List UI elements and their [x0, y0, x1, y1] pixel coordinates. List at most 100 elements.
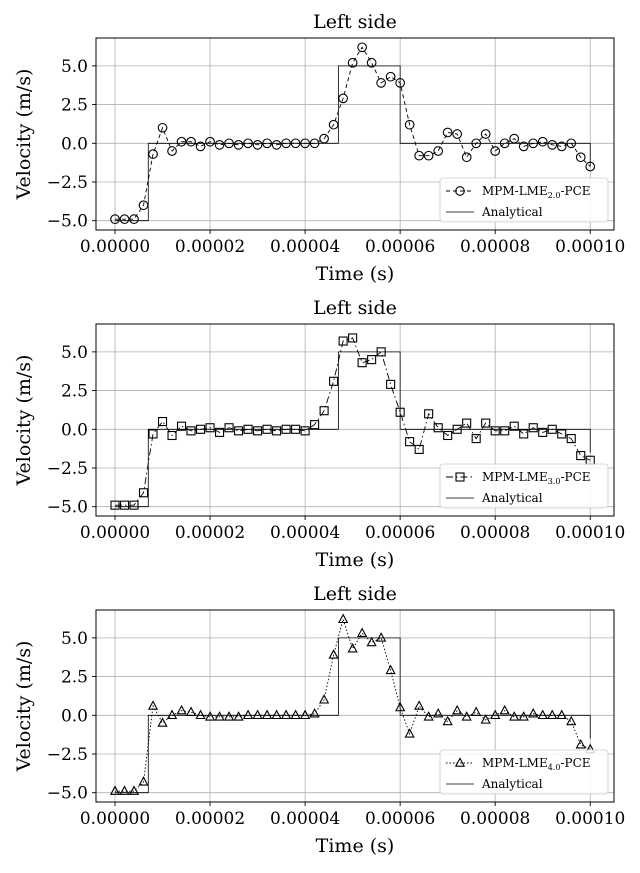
data-point — [338, 336, 348, 346]
data-point — [138, 200, 149, 211]
chart-title: Left side — [313, 583, 397, 605]
analytical-line — [115, 65, 591, 222]
data-point — [157, 717, 168, 727]
data-point — [462, 418, 472, 428]
data-point — [338, 93, 348, 104]
data-point — [490, 146, 501, 156]
y-tick-label: −2.5 — [47, 459, 88, 479]
y-tick-label: 5.0 — [61, 57, 88, 77]
x-axis-label: Time (s) — [316, 549, 395, 571]
y-tick-label: −2.5 — [47, 745, 88, 765]
y-tick-label: −2.5 — [47, 173, 88, 193]
analytical-line — [115, 351, 591, 508]
data-point — [348, 333, 358, 343]
data-point — [547, 139, 558, 150]
x-tick-label: 0.00010 — [555, 523, 625, 543]
data-point — [433, 707, 444, 718]
y-tick-label: 2.5 — [61, 382, 88, 402]
data-point — [138, 776, 149, 786]
data-point — [376, 78, 386, 88]
data-point — [252, 709, 263, 720]
data-point — [195, 141, 206, 152]
data-point — [500, 426, 510, 436]
data-point — [490, 709, 501, 720]
x-tick-label: 0.00000 — [80, 523, 150, 543]
chart-panel-1: 0.00000 0.00002 0.00004 0.00006 0.00008 0.000… — [13, 11, 625, 285]
data-point — [176, 136, 187, 147]
data-point — [556, 141, 567, 152]
data-point — [480, 129, 491, 139]
legend-label: Analytical — [481, 777, 543, 791]
y-tick-label: 0.0 — [61, 706, 88, 726]
legend: MPM-LME4.0-PCE Analytical — [439, 749, 609, 795]
data-point — [366, 636, 377, 647]
data-point — [205, 423, 215, 433]
data-point — [337, 613, 349, 624]
data-point — [234, 426, 244, 436]
data-point — [518, 141, 529, 152]
data-point — [309, 707, 320, 718]
data-point — [186, 426, 196, 436]
legend-marker — [454, 757, 466, 767]
y-tick-label: 5.0 — [61, 629, 88, 649]
data-point — [157, 122, 168, 133]
data-point — [109, 785, 121, 795]
data-point — [204, 711, 216, 721]
data-point — [166, 709, 178, 720]
x-tick-label: 0.00010 — [555, 237, 625, 257]
y-tick-label: 2.5 — [61, 96, 88, 116]
x-tick-label: 0.00000 — [80, 237, 150, 257]
legend-box — [439, 463, 609, 509]
data-point — [214, 711, 225, 721]
data-point — [443, 430, 453, 441]
data-point — [461, 711, 472, 721]
x-tick-label: 0.00006 — [365, 809, 435, 829]
y-tick-label: −5.0 — [47, 784, 88, 804]
data-point — [271, 709, 282, 720]
data-point — [481, 418, 491, 428]
data-point — [566, 715, 577, 726]
data-point — [347, 57, 358, 68]
data-point — [424, 409, 434, 419]
chart-panel-3: 0.00000 0.00002 0.00004 0.00006 0.00008 0.000… — [13, 583, 625, 857]
data-point — [423, 711, 434, 721]
data-point — [538, 427, 548, 437]
y-tick-label: −5.0 — [47, 212, 88, 232]
data-point — [452, 704, 463, 715]
data-point — [176, 421, 187, 431]
data-point — [167, 146, 177, 156]
data-point — [186, 136, 196, 147]
data-point — [518, 711, 529, 721]
data-point — [119, 500, 130, 510]
plot-frame — [95, 37, 615, 231]
data-point — [328, 649, 339, 659]
y-axis-label: Velocity (m/s) — [13, 69, 35, 201]
data-point — [509, 421, 519, 431]
data-point — [499, 704, 510, 715]
y-axis-label: Velocity (m/s) — [13, 641, 35, 773]
chart-panel-2: 0.00000 0.00002 0.00004 0.00006 0.00008 0.000… — [13, 297, 625, 571]
data-point — [357, 627, 368, 637]
legend-label: MPM-LME3.0-PCE — [482, 470, 591, 486]
data-point — [576, 451, 586, 461]
data-point — [376, 632, 387, 642]
data-point — [404, 728, 415, 738]
data-point — [490, 426, 500, 436]
chart-title: Left side — [313, 11, 397, 33]
data-point — [519, 429, 529, 439]
data-point — [423, 150, 434, 161]
y-tick-label: 2.5 — [61, 668, 88, 688]
plot-frame — [95, 609, 615, 803]
data-point — [318, 694, 330, 704]
legend-label: MPM-LME4.0-PCE — [482, 756, 591, 772]
data-point — [575, 152, 586, 163]
data-point — [385, 71, 396, 82]
legend-box — [439, 749, 609, 795]
data-point — [195, 709, 206, 720]
data-point — [119, 214, 130, 225]
plot-frame — [95, 323, 615, 517]
x-axis-label: Time (s) — [316, 835, 395, 857]
legend-label: Analytical — [481, 205, 543, 219]
data-point — [347, 642, 358, 653]
legend-box — [439, 177, 609, 223]
